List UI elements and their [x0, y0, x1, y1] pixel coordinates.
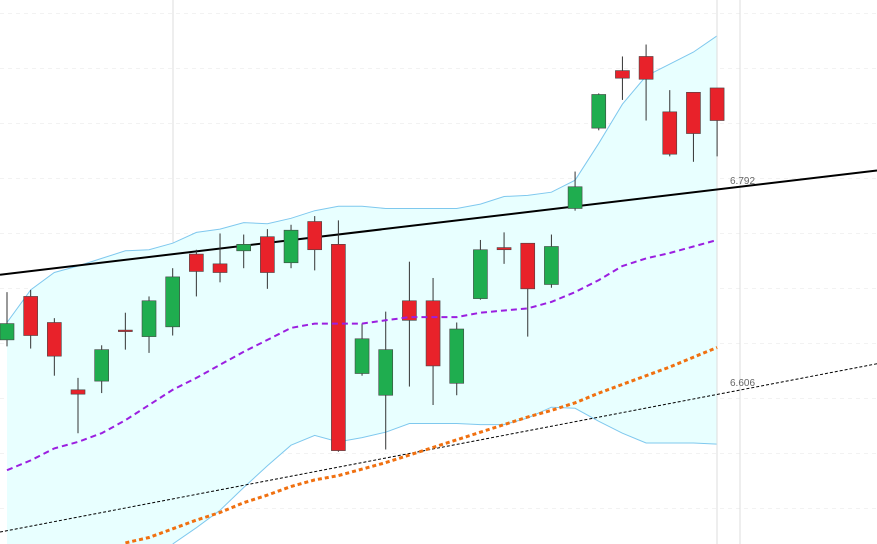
- candle-body: [236, 244, 251, 252]
- candle-body: [638, 56, 654, 80]
- price-label: 6.792: [730, 176, 755, 187]
- candle-body: [662, 111, 678, 155]
- candle-body: [118, 329, 133, 332]
- candle-body: [307, 221, 323, 251]
- price-label: 6.606: [730, 378, 755, 389]
- candle-body: [47, 322, 62, 357]
- labels-layer: 6.792 6.606: [730, 176, 755, 389]
- candle-body: [496, 247, 512, 251]
- band-lower: [172, 406, 718, 544]
- candle-body: [189, 253, 204, 272]
- band-upper: [6, 35, 718, 323]
- candle-body: [0, 323, 15, 341]
- candle-body: [544, 246, 559, 285]
- candle-body: [709, 87, 725, 121]
- candle-body: [165, 276, 180, 328]
- candle-body: [283, 229, 299, 264]
- candle-body: [686, 91, 701, 134]
- candle-body: [378, 349, 394, 396]
- candle-body: [23, 296, 38, 336]
- candle-body: [212, 263, 228, 273]
- trend-line: [0, 169, 877, 276]
- candle-body: [141, 300, 157, 337]
- candle-body: [331, 244, 346, 451]
- overlay-layer: [6, 239, 718, 544]
- candle-body: [402, 300, 417, 321]
- candle-body: [425, 300, 441, 367]
- band-layer: [6, 35, 718, 544]
- candle-body: [473, 249, 488, 299]
- band-fill: [7, 35, 718, 544]
- candle-body: [94, 349, 109, 382]
- candle-body: [260, 236, 275, 273]
- candle-body: [354, 338, 370, 374]
- moving-average: [125, 346, 718, 544]
- candle-body: [591, 94, 607, 129]
- lines-layer: [0, 169, 877, 533]
- candle-body: [70, 389, 86, 395]
- candle-body: [567, 186, 583, 209]
- candles-layer: [0, 44, 725, 452]
- trend-line: [0, 363, 877, 533]
- candle-body: [449, 328, 465, 384]
- candle-body: [520, 242, 536, 290]
- candle-body: [615, 70, 630, 79]
- moving-average: [6, 239, 718, 472]
